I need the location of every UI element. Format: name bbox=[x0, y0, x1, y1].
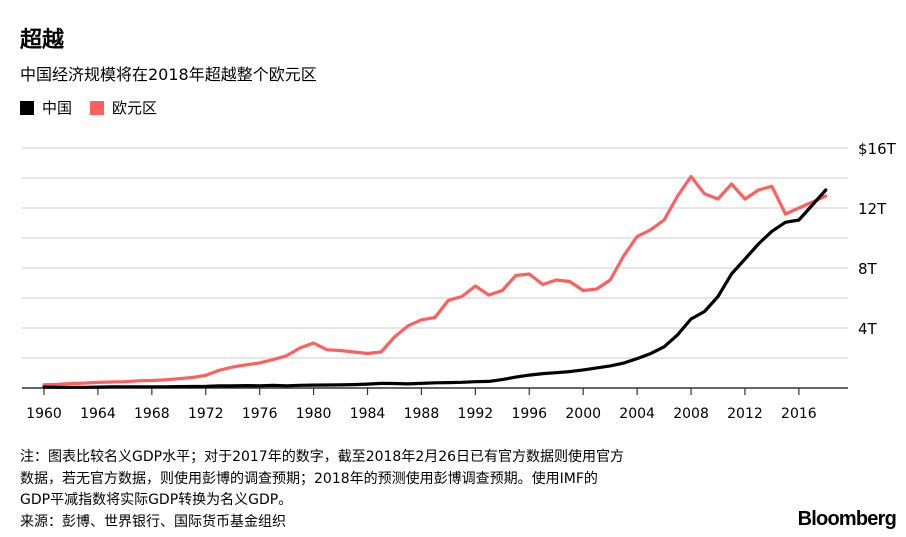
y-tick-label: 12T bbox=[858, 200, 887, 218]
footnote-line: 注：图表比较名义GDP水平；对于2017年的数字，截至2018年2月26日已有官… bbox=[20, 449, 625, 465]
x-tick-label: 1992 bbox=[458, 406, 494, 422]
x-tick-label: 2000 bbox=[565, 406, 601, 422]
x-tick-label: 1984 bbox=[350, 406, 386, 422]
x-tick-label: 1960 bbox=[26, 406, 62, 422]
bloomberg-logo: Bloomberg bbox=[797, 508, 897, 530]
x-tick-label: 1980 bbox=[296, 406, 332, 422]
x-tick-label: 2008 bbox=[673, 406, 709, 422]
y-tick-label: $16T bbox=[858, 140, 897, 158]
series-line-china bbox=[42, 188, 828, 389]
footnote: 注：图表比较名义GDP水平；对于2017年的数字，截至2018年2月26日已有官… bbox=[20, 447, 624, 533]
legend-label-eurozone: 欧元区 bbox=[112, 99, 158, 117]
y-tick-label: 4T bbox=[858, 320, 878, 338]
x-tick-label: 1996 bbox=[511, 406, 547, 422]
legend-label-china: 中国 bbox=[42, 99, 73, 117]
footnote-line: 数据，若无官方数据，则使用彭博的调查预期；2018年的预测使用彭博调查预期。使用… bbox=[20, 470, 598, 487]
x-tick-label: 2012 bbox=[727, 406, 763, 422]
x-tick-label: 1968 bbox=[134, 406, 170, 422]
x-tick-label: 1964 bbox=[80, 406, 116, 422]
legend-item-china: 中国 bbox=[20, 97, 72, 118]
x-tick-label: 1972 bbox=[188, 406, 224, 422]
x-tick-label: 1976 bbox=[242, 406, 278, 422]
footnote-line: GDP平减指数将实际GDP转换为名义GDP。 bbox=[20, 492, 293, 508]
legend: 中国 欧元区 bbox=[20, 97, 175, 118]
x-tick-label: 2004 bbox=[619, 406, 655, 422]
legend-swatch-china bbox=[20, 100, 34, 115]
legend-swatch-eurozone bbox=[90, 100, 105, 115]
legend-item-eurozone: 欧元区 bbox=[90, 97, 157, 118]
series-line-eurozone bbox=[42, 174, 828, 387]
line-chart: 4T 8T 12T $16T 1960 1964 1968 1972 1976 1980 1984 1… bbox=[22, 140, 897, 422]
source-line: 来源：彭博、世界银行、国际货币基金组织 bbox=[20, 513, 286, 530]
y-tick-label: 8T bbox=[858, 260, 878, 278]
chart-subtitle: 中国经济规模将在2018年超越整个欧元区 bbox=[20, 65, 317, 84]
x-tick-label: 2016 bbox=[781, 406, 817, 422]
x-tick-label: 1988 bbox=[404, 406, 440, 422]
chart-title: 超越 bbox=[20, 28, 65, 53]
